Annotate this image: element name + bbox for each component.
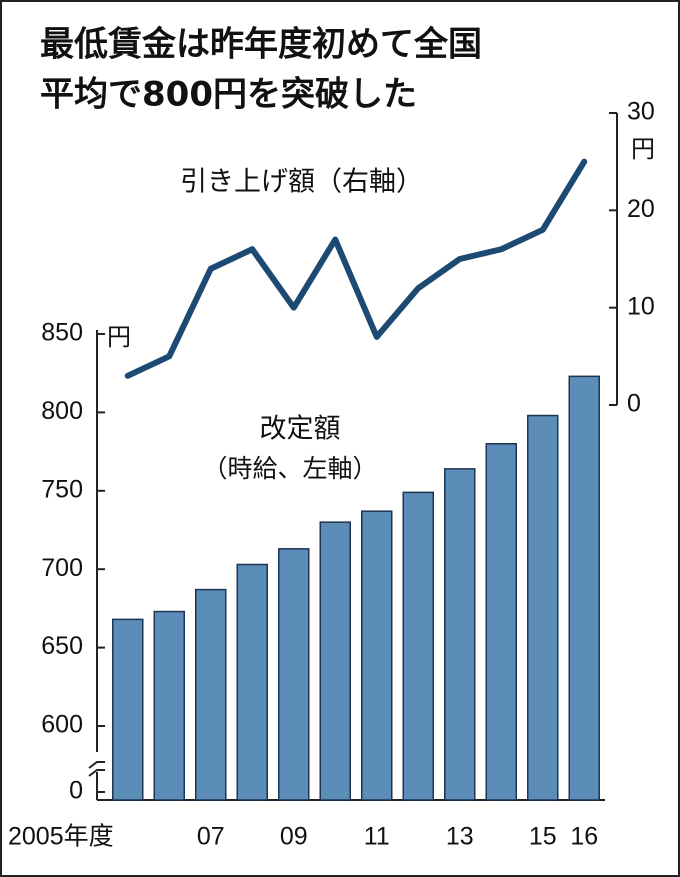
line bbox=[124, 158, 588, 379]
y2-tick-label: 0 bbox=[627, 390, 641, 418]
bar bbox=[278, 548, 310, 801]
bar bbox=[485, 443, 517, 801]
chart-title: 平均で800円を突破した bbox=[40, 75, 417, 115]
x-tick-label: 07 bbox=[197, 823, 225, 851]
y-tick-label: 800 bbox=[41, 397, 83, 425]
x-tick-label: 15 bbox=[529, 823, 557, 851]
bar bbox=[402, 491, 434, 801]
bar-label: 改定額 bbox=[260, 414, 341, 445]
x-tick-label: 2005年度 bbox=[8, 823, 114, 851]
bar bbox=[112, 618, 144, 801]
chart-title: 最低賃金は昨年度初めて全国 bbox=[40, 25, 482, 65]
x-tick-label: 11 bbox=[364, 823, 390, 851]
y-tick-label: 700 bbox=[41, 554, 83, 582]
x-tick-label: 09 bbox=[280, 823, 308, 851]
y-tick-label: 0 bbox=[69, 777, 83, 805]
y-tick-label: 650 bbox=[41, 632, 83, 660]
line-label: 引き上げ額（右軸） bbox=[180, 167, 423, 198]
y-tick-label: 600 bbox=[41, 711, 83, 739]
y-unit: 円 bbox=[107, 323, 131, 351]
y2-unit: 円 bbox=[631, 135, 655, 163]
bar bbox=[444, 468, 476, 801]
bar-note: （時給、左軸） bbox=[202, 454, 377, 483]
bar bbox=[319, 521, 351, 801]
y2-tick-label: 20 bbox=[627, 195, 655, 223]
bar bbox=[568, 375, 600, 801]
bar bbox=[361, 510, 393, 801]
y2-tick-label: 30 bbox=[627, 98, 655, 126]
axis-break bbox=[88, 761, 105, 777]
y-tick-label: 850 bbox=[41, 319, 83, 347]
x-tick-label: 16 bbox=[570, 823, 598, 851]
y-tick-label: 750 bbox=[41, 475, 83, 503]
y2-tick-label: 10 bbox=[627, 292, 655, 320]
bar bbox=[153, 610, 185, 801]
bar bbox=[527, 414, 559, 801]
bar bbox=[195, 588, 227, 801]
x-tick-label: 13 bbox=[446, 823, 474, 851]
bar bbox=[236, 563, 268, 801]
